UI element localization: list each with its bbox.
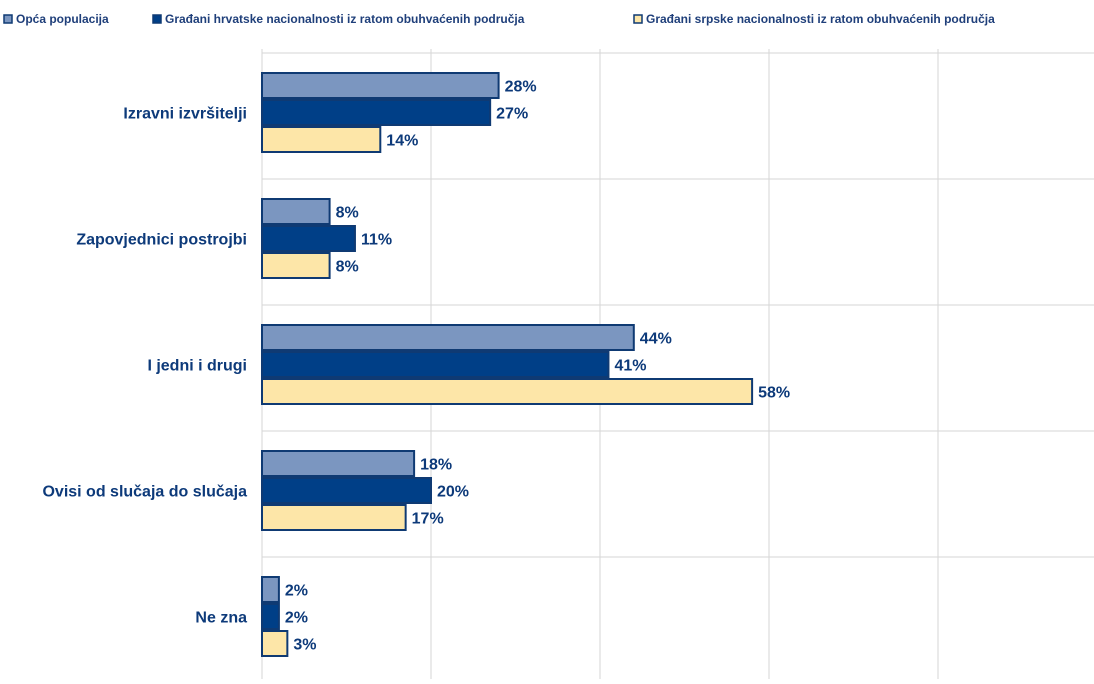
bar [261, 198, 331, 225]
category-label: I jedni i drugi [147, 358, 247, 375]
bars [261, 72, 754, 657]
data-label: 11% [361, 232, 392, 249]
data-label: 27% [496, 106, 528, 123]
category-label: Ne zna [195, 610, 247, 627]
value-labels: 28% 27% 14% 8%11%8% 44% 41% 58% 18% 20% 17% 2% 2% 3% [285, 79, 790, 654]
category-label: Izravni izvršitelji [123, 106, 247, 123]
bar [261, 126, 382, 153]
bar [261, 504, 407, 531]
data-label: 8% [336, 259, 359, 276]
legend: Opća populacija Građani hrvatske nacional… [3, 12, 995, 26]
data-label: 3% [293, 637, 316, 654]
data-label: 20% [437, 484, 469, 501]
bar [261, 477, 432, 504]
data-label: 14% [386, 133, 418, 150]
legend-label: Građani hrvatske nacionalnosti iz ratom … [165, 12, 525, 26]
bar [261, 378, 754, 405]
bar [261, 72, 500, 99]
legend-swatch [633, 14, 643, 24]
data-label: 8% [336, 205, 359, 222]
category-labels: Izravni izvršitelji Zapovjednici postrojb… [42, 106, 247, 627]
data-label: 2% [285, 583, 308, 600]
bar [261, 630, 289, 657]
bar [261, 450, 416, 477]
data-label: 28% [505, 79, 537, 96]
category-label: Zapovjednici postrojbi [76, 232, 247, 249]
data-label: 2% [285, 610, 308, 627]
bar [261, 225, 356, 252]
grid [261, 49, 1094, 679]
bar [261, 99, 492, 126]
bar [261, 576, 280, 603]
bar [261, 252, 331, 279]
legend-label: Opća populacija [16, 12, 109, 26]
legend-swatch [152, 14, 162, 24]
data-label: 18% [420, 457, 452, 474]
category-label: Ovisi od slučaja do slučaja [42, 484, 247, 501]
bar [261, 324, 635, 351]
bar [261, 603, 280, 630]
data-label: 41% [614, 358, 646, 375]
data-label: 44% [640, 331, 672, 348]
data-label: 58% [758, 385, 790, 402]
data-label: 17% [412, 511, 444, 528]
bar [261, 351, 610, 378]
legend-swatch [3, 14, 13, 24]
legend-label: Građani srpske nacionalnosti iz ratom ob… [646, 12, 995, 26]
